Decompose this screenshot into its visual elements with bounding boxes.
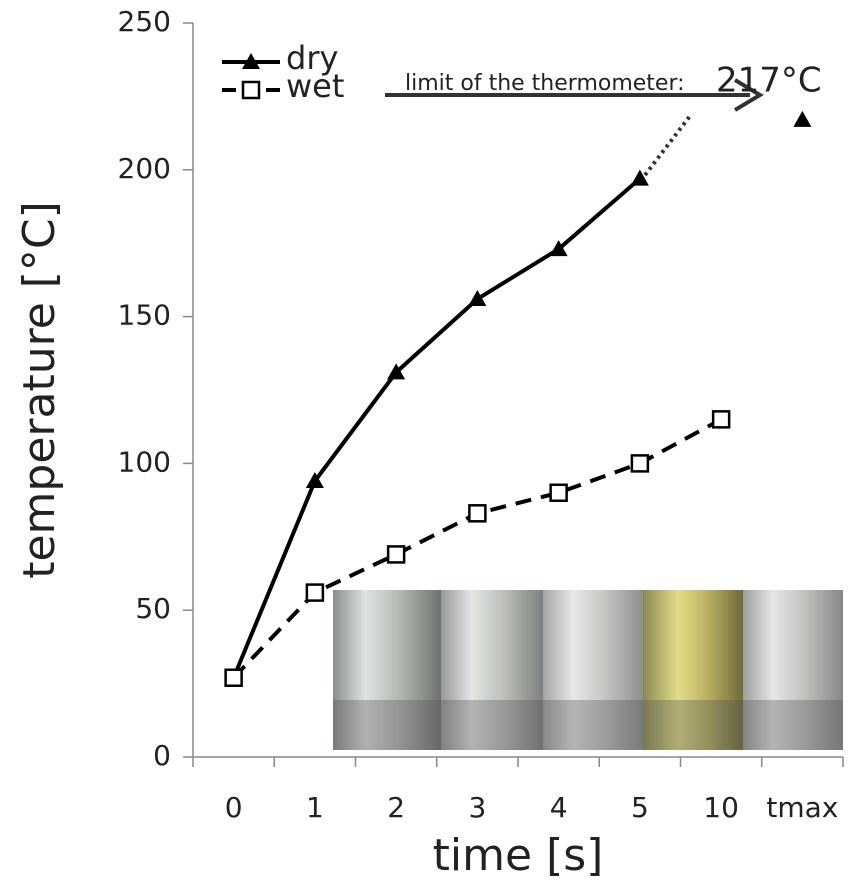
y-axis-title: temperature [°C] xyxy=(14,201,65,579)
extrapolation-line xyxy=(643,114,692,177)
y-tick-label: 100 xyxy=(118,445,171,478)
point xyxy=(711,410,731,429)
point xyxy=(468,504,487,523)
legend-marker xyxy=(242,53,260,69)
x-tick-label: 0 xyxy=(225,791,243,824)
legend-marker xyxy=(241,80,261,100)
point xyxy=(793,110,812,127)
annotation-value: 217°C xyxy=(716,61,822,101)
legend-label: dry xyxy=(286,39,338,77)
x-axis-title: time [s] xyxy=(433,830,604,881)
y-tick-label: 0 xyxy=(153,739,171,772)
point xyxy=(549,240,568,257)
point xyxy=(224,668,243,687)
point xyxy=(387,363,406,380)
x-tick-label: 2 xyxy=(387,791,405,824)
x-tick-label: 4 xyxy=(550,791,568,824)
x-tick-label: tmax xyxy=(766,791,838,824)
photo-inset xyxy=(333,590,843,750)
x-tick-label: 5 xyxy=(631,791,649,824)
y-tick-label: 150 xyxy=(118,299,171,332)
annotation: limit of the thermometer: xyxy=(405,71,685,96)
y-tick-label: 200 xyxy=(118,152,171,185)
x-tick-label: 10 xyxy=(703,791,739,824)
point xyxy=(549,483,568,503)
y-tick-label: 250 xyxy=(118,5,171,38)
legend-label: wet xyxy=(286,67,344,105)
y-tick-label: 50 xyxy=(135,592,171,625)
point xyxy=(305,472,324,489)
point xyxy=(630,454,650,473)
point xyxy=(305,583,325,602)
x-tick-label: 3 xyxy=(468,791,486,824)
point xyxy=(630,169,649,186)
point xyxy=(468,289,487,306)
x-tick-label: 1 xyxy=(306,791,324,824)
point xyxy=(386,545,406,564)
arrow-head xyxy=(733,78,764,112)
